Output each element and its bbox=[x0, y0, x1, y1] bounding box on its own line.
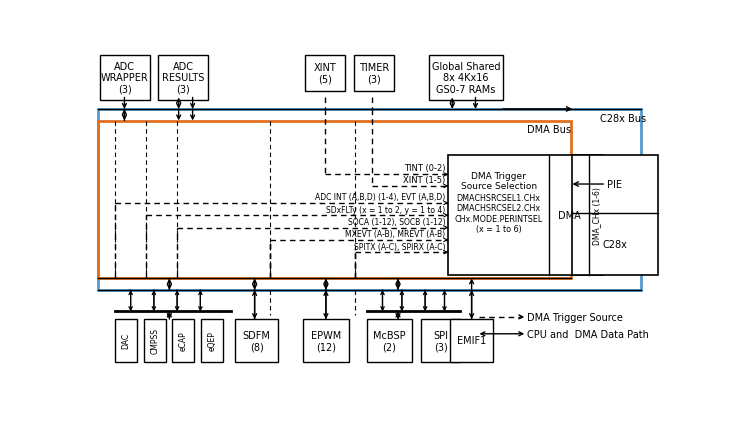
Text: ADC
WRAPPER
(3): ADC WRAPPER (3) bbox=[101, 62, 148, 95]
Text: SDFM
(8): SDFM (8) bbox=[243, 330, 270, 352]
Text: Global Shared
8x 4Kx16
GS0-7 RAMs: Global Shared 8x 4Kx16 GS0-7 RAMs bbox=[431, 62, 500, 95]
Bar bbox=[98, 121, 571, 279]
Bar bbox=[144, 319, 165, 362]
Text: eQEP: eQEP bbox=[207, 331, 217, 351]
Text: PIE: PIE bbox=[608, 180, 623, 190]
Text: DMA Bus: DMA Bus bbox=[527, 125, 571, 135]
Text: EMIF1: EMIF1 bbox=[456, 335, 486, 345]
Bar bbox=[305, 56, 345, 92]
Text: DMA Trigger Source: DMA Trigger Source bbox=[528, 312, 623, 322]
Text: McBSP
(2): McBSP (2) bbox=[373, 330, 406, 352]
Bar bbox=[450, 319, 492, 362]
Bar bbox=[98, 110, 641, 290]
Text: MXEVT (A-B), MREVT (A-B): MXEVT (A-B), MREVT (A-B) bbox=[345, 230, 445, 239]
Bar bbox=[303, 319, 349, 362]
Bar bbox=[429, 56, 503, 101]
Text: CMPSS: CMPSS bbox=[150, 328, 159, 354]
Text: ADC INT (A,B,D) (1-4), EVT (A,B,D): ADC INT (A,B,D) (1-4), EVT (A,B,D) bbox=[315, 193, 445, 202]
Bar bbox=[421, 319, 460, 362]
Bar bbox=[158, 56, 208, 101]
Text: SDxFLTy (x = 1 to 2, y = 1 to 4): SDxFLTy (x = 1 to 2, y = 1 to 4) bbox=[326, 205, 445, 214]
Text: TIMER
(3): TIMER (3) bbox=[359, 63, 389, 85]
Text: C28x: C28x bbox=[603, 239, 628, 249]
Bar bbox=[235, 319, 278, 362]
Text: DMACHSRCSEL1.CHx
DMACHSRCSEL2.CHx
CHx.MODE.PERINTSEL
(x = 1 to 6): DMACHSRCSEL1.CHx DMACHSRCSEL2.CHx CHx.MO… bbox=[455, 194, 543, 233]
Text: EPWM
(12): EPWM (12) bbox=[311, 330, 341, 352]
Bar bbox=[100, 56, 150, 101]
Bar bbox=[115, 319, 137, 362]
Bar bbox=[448, 156, 603, 275]
Text: DAC: DAC bbox=[121, 332, 131, 349]
Text: CPU and  DMA Data Path: CPU and DMA Data Path bbox=[528, 329, 649, 339]
Text: SOCA (1-12), SOCB (1-12): SOCA (1-12), SOCB (1-12) bbox=[348, 217, 445, 227]
Text: DMA Trigger
Source Selection: DMA Trigger Source Selection bbox=[461, 171, 537, 191]
Text: DMA_CHx (1-6): DMA_CHx (1-6) bbox=[592, 187, 601, 244]
Text: SPITX (A-C), SPIRX (A-C): SPITX (A-C), SPIRX (A-C) bbox=[354, 242, 445, 251]
Text: XINT
(5): XINT (5) bbox=[314, 63, 337, 85]
Bar bbox=[201, 319, 223, 362]
Text: C28x Bus: C28x Bus bbox=[600, 114, 646, 124]
Text: eCAP: eCAP bbox=[179, 331, 188, 350]
Text: ADC
RESULTS
(3): ADC RESULTS (3) bbox=[162, 62, 204, 95]
Text: TINT (0-2): TINT (0-2) bbox=[404, 164, 445, 173]
Bar bbox=[173, 319, 194, 362]
Bar bbox=[354, 56, 394, 92]
Text: SPI
(3): SPI (3) bbox=[433, 330, 448, 352]
Text: XINT (1-5): XINT (1-5) bbox=[403, 175, 445, 184]
Bar bbox=[573, 156, 658, 275]
Text: DMA: DMA bbox=[558, 210, 581, 220]
Bar bbox=[367, 319, 412, 362]
